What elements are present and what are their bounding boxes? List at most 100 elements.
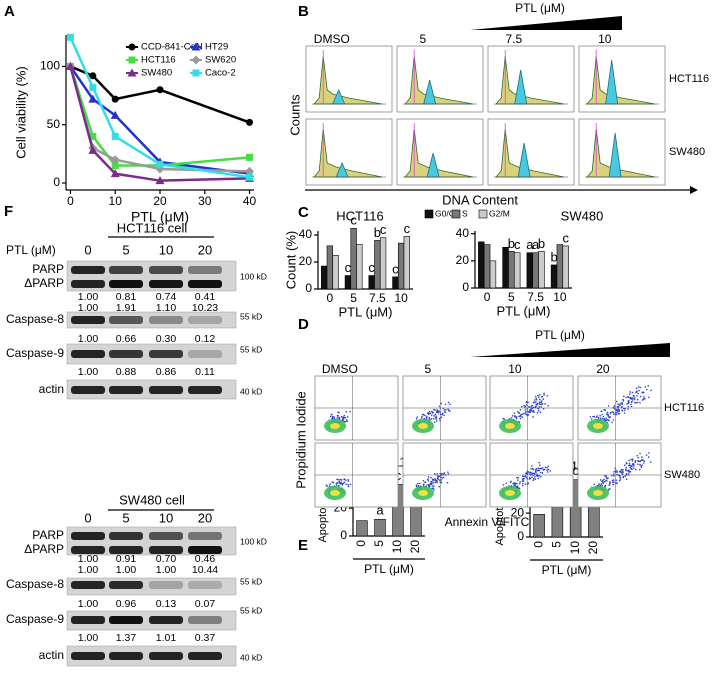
event-dot	[347, 483, 349, 486]
event-dot	[612, 473, 615, 475]
event-dot	[544, 466, 547, 469]
event-dot	[615, 400, 618, 403]
y-axis-label: Propidium Iodide	[293, 391, 308, 489]
event-dot	[617, 403, 619, 405]
event-dot	[613, 413, 615, 416]
event-dot	[625, 478, 628, 480]
blot-band	[188, 316, 222, 324]
event-dot	[431, 412, 434, 414]
event-dot	[515, 482, 517, 485]
event-dot	[612, 419, 615, 421]
event-dot	[615, 482, 617, 484]
event-dot	[503, 418, 506, 420]
y-tick-label: 20	[299, 254, 313, 268]
event-dot	[539, 464, 541, 467]
event-dot	[622, 400, 625, 402]
bar	[526, 252, 534, 289]
data-point	[111, 162, 119, 170]
event-dot	[436, 473, 438, 475]
event-dot	[628, 462, 631, 465]
size-marker: 100 kD	[240, 271, 267, 281]
event-dot	[541, 396, 543, 398]
protein-label: ΔPARP	[24, 542, 64, 556]
quantification: 10.23	[192, 302, 218, 314]
event-dot	[524, 411, 527, 414]
event-dot	[543, 394, 545, 396]
significance-letter: c	[350, 213, 357, 228]
event-dot	[443, 472, 446, 474]
event-dot	[532, 479, 535, 482]
protein-label: ΔPARP	[24, 276, 64, 290]
quantification: 1.91	[116, 302, 137, 314]
legend-label: SW620	[205, 55, 236, 66]
event-dot	[638, 389, 640, 392]
event-dot	[597, 416, 600, 419]
event-dot	[531, 472, 534, 475]
event-dot	[531, 476, 533, 479]
event-dot	[537, 409, 540, 412]
event-dot	[621, 403, 624, 406]
column-label: 5	[419, 32, 426, 46]
blot-band	[109, 616, 143, 624]
blot-band	[188, 350, 222, 358]
event-dot	[641, 399, 644, 401]
blot-title: HCT116 cell	[117, 220, 188, 235]
x-tick-label: 7.5	[527, 290, 544, 304]
event-dot	[546, 466, 549, 469]
data-point	[110, 110, 120, 119]
event-dot	[537, 477, 540, 480]
significance-letter: a	[532, 237, 540, 252]
event-dot	[524, 409, 527, 411]
blot-band	[188, 266, 222, 274]
event-dot	[524, 412, 527, 415]
event-dot	[640, 466, 643, 469]
event-dot	[598, 483, 601, 485]
blot-band	[188, 652, 222, 660]
event-dot	[605, 419, 608, 422]
event-dot	[634, 397, 636, 399]
column-label: DMSO	[314, 32, 350, 46]
event-dot	[539, 471, 542, 474]
event-dot	[345, 483, 348, 485]
event-dot	[544, 403, 546, 405]
event-dot	[542, 398, 545, 400]
event-dot	[540, 475, 542, 478]
population-core	[330, 423, 340, 429]
y-tick-label: 40	[299, 227, 313, 241]
panel-label: B	[298, 3, 309, 20]
event-dot	[632, 464, 635, 467]
event-dot	[607, 405, 610, 407]
event-dot	[603, 478, 605, 481]
event-dot	[440, 479, 443, 481]
event-dot	[430, 476, 432, 479]
event-dot	[537, 467, 540, 470]
event-dot	[597, 484, 600, 487]
legend-label: Caco-2	[205, 68, 236, 79]
event-dot	[615, 413, 617, 416]
event-dot	[625, 467, 628, 469]
event-dot	[519, 414, 522, 417]
event-dot	[624, 409, 626, 412]
event-dot	[535, 467, 538, 470]
event-dot	[438, 475, 441, 478]
event-dot	[336, 482, 339, 484]
event-dot	[434, 416, 437, 419]
event-dot	[628, 459, 630, 462]
event-dot	[335, 482, 338, 485]
event-dot	[615, 479, 618, 481]
legend-label: G0/G1	[435, 208, 460, 218]
event-dot	[338, 417, 341, 420]
bar	[332, 254, 339, 290]
quantification: 0.46	[195, 553, 216, 565]
lane-label: 0	[84, 510, 91, 525]
event-dot	[613, 475, 615, 477]
event-dot	[589, 416, 592, 418]
event-dot	[535, 401, 537, 403]
protein-label: Caspase-9	[6, 346, 64, 360]
x-tick-label: 5	[508, 290, 515, 304]
event-dot	[629, 464, 632, 467]
event-dot	[434, 413, 437, 416]
blot-band	[188, 386, 222, 394]
event-dot	[538, 394, 541, 396]
event-dot	[437, 475, 439, 477]
